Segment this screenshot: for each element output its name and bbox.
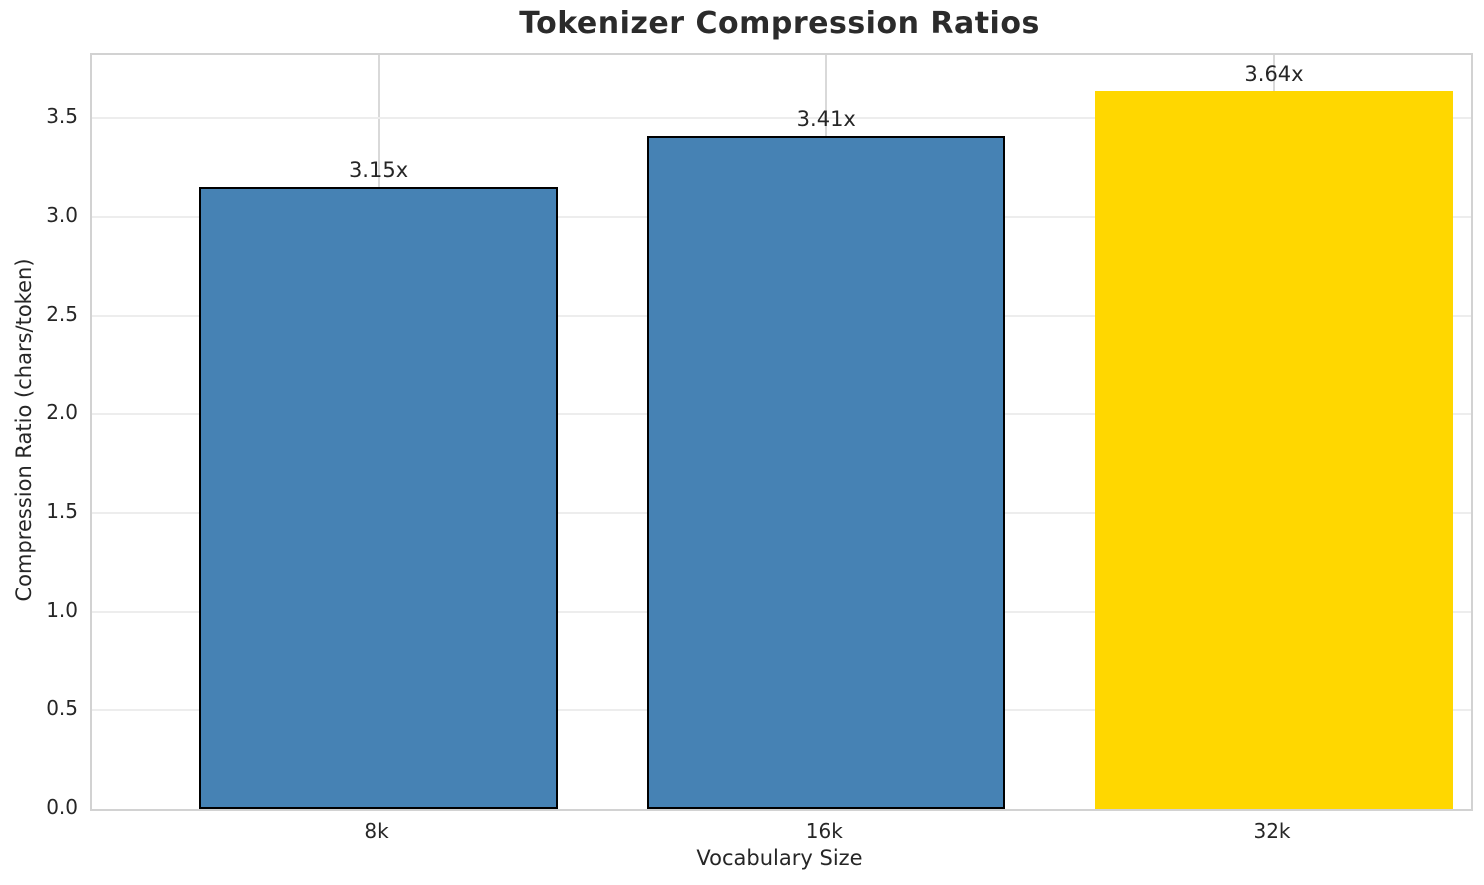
bar-8k [199, 187, 558, 809]
x-tick-label: 32k [1253, 819, 1291, 843]
y-axis-label: Compression Ratio (chars/token) [12, 258, 36, 602]
y-tick-label: 3.5 [46, 104, 78, 129]
y-tick-label: 1.5 [46, 498, 78, 523]
y-tick-label: 2.0 [46, 400, 78, 425]
bar-value-label: 3.64x [1244, 61, 1304, 86]
y-tick-label: 1.0 [46, 597, 78, 622]
plot-area: 3.15x 3.41x 3.64x [90, 53, 1473, 811]
chart-title: Tokenizer Compression Ratios [519, 6, 1040, 41]
x-tick-label: 8k [364, 819, 389, 843]
x-tick-label: 16k [805, 819, 843, 843]
y-tick-label: 0.5 [46, 696, 78, 721]
bar-16k [647, 135, 1006, 809]
bar-32k [1094, 90, 1454, 809]
y-tick-label: 2.5 [46, 301, 78, 326]
x-axis-label: Vocabulary Size [696, 846, 863, 870]
bar-value-label: 3.15x [348, 158, 409, 183]
y-tick-label: 0.0 [46, 795, 78, 819]
horizontal-gridline [92, 117, 1471, 120]
y-tick-label: 3.0 [46, 202, 78, 227]
bar-value-label: 3.41x [796, 106, 856, 131]
